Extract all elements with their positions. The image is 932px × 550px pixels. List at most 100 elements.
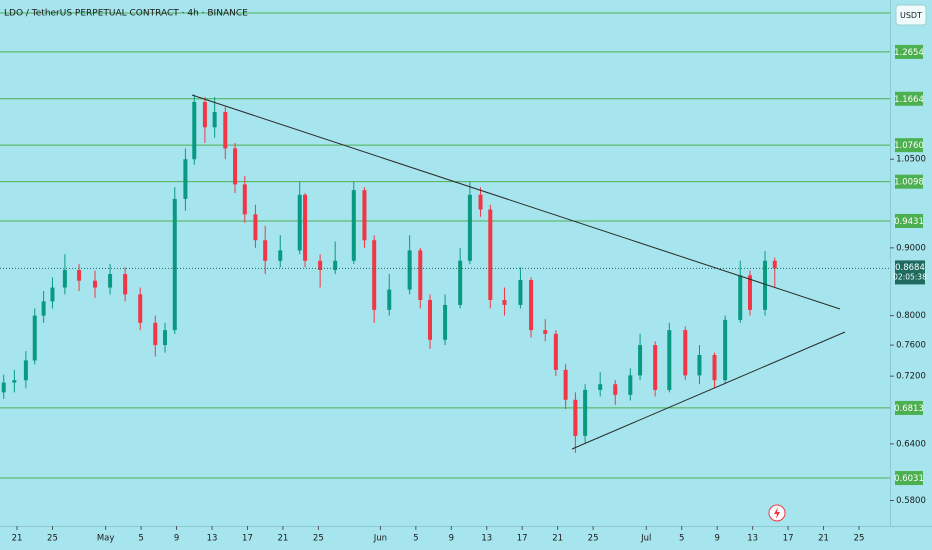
y-tick-label: 0.9000 xyxy=(896,243,926,253)
y-tick-label: 0.7200 xyxy=(896,372,926,382)
candle-body xyxy=(467,194,472,261)
candle-body xyxy=(123,273,128,295)
x-tick-label: 5 xyxy=(413,534,418,544)
candle-body xyxy=(233,148,238,185)
x-tick-label: 21 xyxy=(818,534,829,544)
candle-body xyxy=(1,382,6,393)
currency-label: USDT xyxy=(900,11,922,20)
level-box xyxy=(895,138,923,153)
level-label: 1.0098 xyxy=(894,178,924,188)
candle-body xyxy=(183,159,188,199)
candle-body xyxy=(153,322,158,346)
x-tick-label: 5 xyxy=(138,534,143,544)
level-label: 1.0760 xyxy=(894,141,924,151)
x-tick-label: 17 xyxy=(242,534,253,544)
candle-body xyxy=(212,111,217,128)
x-tick-label: 25 xyxy=(854,534,865,544)
level-box xyxy=(895,91,923,106)
x-tick-label: 17 xyxy=(517,534,528,544)
y-tick-label: 1.0500 xyxy=(896,155,926,165)
x-tick-label: 21 xyxy=(12,534,23,544)
candle-body xyxy=(628,375,633,395)
last-price-label: 0.8684 xyxy=(895,263,925,273)
x-tick-label: May xyxy=(97,534,115,544)
x-tick-label: 9 xyxy=(714,534,719,544)
candle-body xyxy=(108,273,113,288)
candle-body xyxy=(667,330,672,390)
x-tick-label: 25 xyxy=(47,534,58,544)
candle-body xyxy=(223,111,228,149)
candle-body xyxy=(653,345,658,390)
candle-body xyxy=(563,369,568,400)
x-tick-label: 21 xyxy=(552,534,563,544)
candle-body xyxy=(573,399,578,436)
level-box xyxy=(895,213,923,228)
level-label: 0.9431 xyxy=(894,217,924,227)
x-tick-label: 21 xyxy=(277,534,288,544)
level-box xyxy=(895,400,923,415)
candle-body xyxy=(488,209,493,300)
candle-body xyxy=(553,333,558,370)
candle-body xyxy=(723,319,728,381)
candle-body xyxy=(333,260,338,271)
candle-body xyxy=(738,275,743,320)
candle-body xyxy=(518,280,523,305)
x-tick-label: 17 xyxy=(783,534,794,544)
x-tick-label: 25 xyxy=(313,534,324,544)
candle-body xyxy=(12,380,17,383)
candle-body xyxy=(502,299,507,305)
candle-body xyxy=(278,250,283,261)
candle-body xyxy=(428,299,433,340)
candle-body xyxy=(362,190,367,241)
candle-body xyxy=(263,240,268,261)
y-tick-label: 0.7600 xyxy=(896,341,926,351)
candle-body xyxy=(683,330,688,376)
x-tick-label: 13 xyxy=(207,534,218,544)
candle-body xyxy=(418,250,423,300)
level-label: 0.6031 xyxy=(894,474,924,484)
candle-body xyxy=(32,315,37,361)
candle-body xyxy=(772,260,777,269)
candle-body xyxy=(458,260,463,305)
level-label: 1.1664 xyxy=(894,95,924,105)
candle-body xyxy=(192,101,197,160)
candle-body xyxy=(407,250,412,290)
candle-body xyxy=(318,260,323,271)
axes: 1.0500 0.9000 0.8000 0.7600 0.7200 0.6400 0.58… xyxy=(12,44,927,544)
candle-body xyxy=(443,304,448,340)
candle-body xyxy=(529,280,534,331)
candle-body xyxy=(478,194,483,210)
candle-body xyxy=(747,275,752,310)
candle-body xyxy=(138,294,143,323)
candle-body xyxy=(77,270,82,281)
y-tick-label: 0.5800 xyxy=(896,496,926,506)
candle-body xyxy=(638,345,643,376)
candle-body xyxy=(297,194,302,251)
candle-body xyxy=(387,289,392,310)
level-box xyxy=(895,174,923,189)
candle-body xyxy=(303,194,308,261)
x-tick-label: 13 xyxy=(481,534,492,544)
x-tick-label: Jul xyxy=(640,534,651,544)
candle-body xyxy=(351,190,356,261)
currency-box[interactable] xyxy=(895,4,927,26)
candle-body xyxy=(372,240,377,310)
candle-body xyxy=(50,287,55,302)
x-tick-label: 13 xyxy=(747,534,758,544)
candle-body xyxy=(242,184,247,215)
candle-body xyxy=(163,330,168,346)
last-price-box xyxy=(895,260,925,285)
trendline-upper xyxy=(191,94,841,310)
level-box xyxy=(895,471,923,486)
candle-body xyxy=(253,214,258,241)
candle-body xyxy=(712,354,717,381)
x-tick-label: 5 xyxy=(679,534,684,544)
x-tick-label: 9 xyxy=(449,534,454,544)
candle-body xyxy=(23,360,28,381)
candle-body xyxy=(697,354,702,376)
candle-body xyxy=(41,301,46,316)
candle-body xyxy=(583,389,588,436)
candle-body xyxy=(763,260,768,310)
x-tick-label: Jun xyxy=(373,534,387,544)
